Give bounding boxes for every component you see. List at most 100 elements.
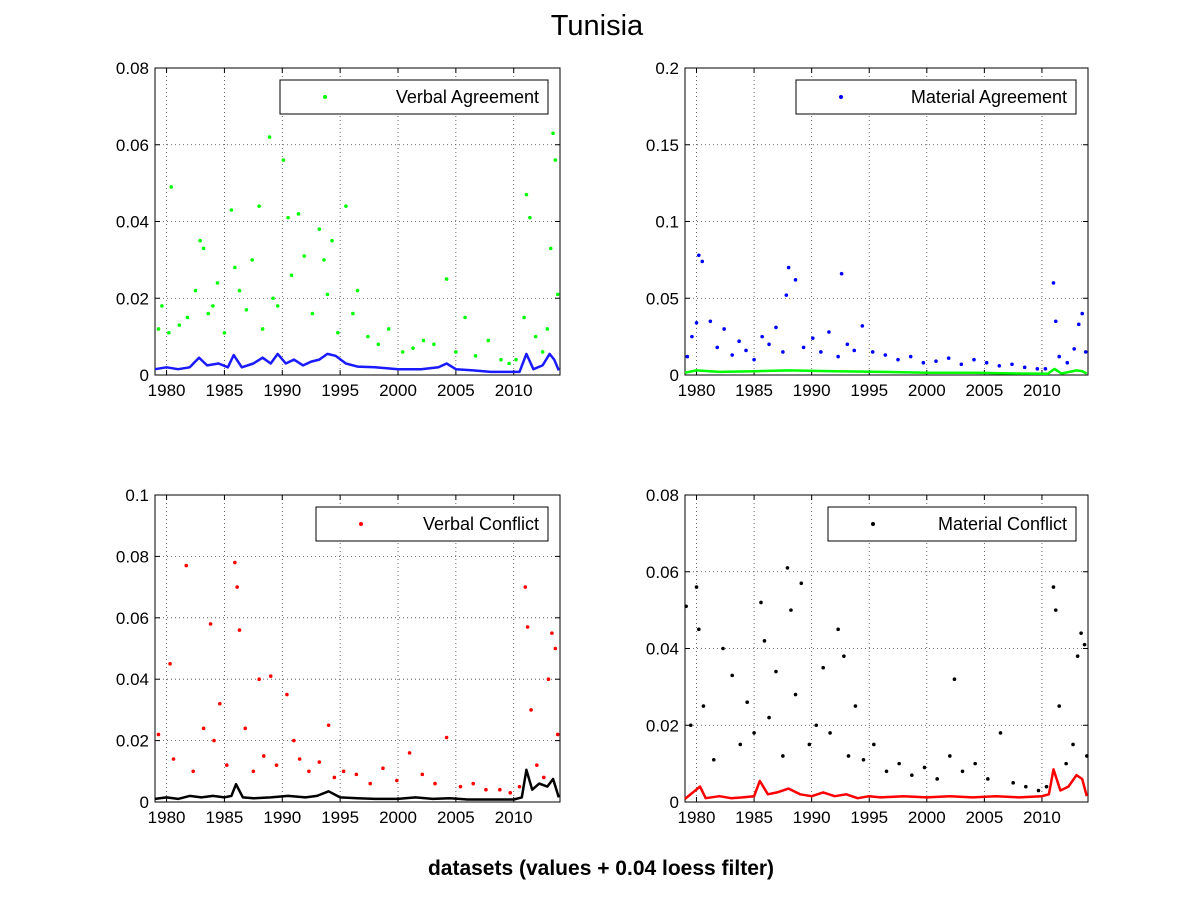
data-point [1083, 350, 1088, 354]
subplot-3: 1980 1985 1990 1995 2000 2005 2010 0 0.02 0.04 0.0… [116, 486, 561, 827]
data-point [819, 350, 823, 354]
data-point [774, 669, 778, 674]
x-tick-label: 1980 [678, 381, 716, 400]
data-point [341, 769, 346, 774]
x-tick-label: 1995 [321, 381, 359, 400]
data-point [774, 325, 778, 330]
plot-area [154, 131, 560, 374]
data-point [1071, 742, 1075, 747]
y-tick-label: 0 [140, 793, 149, 812]
x-tick-label: 2000 [379, 381, 417, 400]
data-point [972, 357, 976, 362]
legend-marker [359, 522, 363, 526]
data-point [268, 674, 273, 678]
data-point [499, 357, 503, 362]
legend-marker [839, 95, 843, 99]
x-tick-label: 1990 [793, 381, 831, 400]
data-point [738, 742, 743, 747]
data-point [156, 732, 161, 737]
data-point [184, 563, 189, 568]
data-point [1053, 608, 1058, 612]
data-point [1076, 322, 1081, 327]
subplot-2: 1980 1985 1990 1995 2000 2005 2010 0 0.05 0.1 0.15… [646, 59, 1089, 400]
data-point [1079, 631, 1083, 635]
data-point [169, 185, 173, 189]
y-tick-label: 0.06 [116, 609, 149, 628]
data-point [730, 673, 735, 678]
legend: Verbal Agreement [279, 79, 549, 115]
data-point [711, 757, 716, 762]
x-tick-label: 1985 [735, 381, 773, 400]
data-point [697, 627, 701, 632]
data-point [201, 726, 206, 731]
legend: Verbal Conflict [315, 506, 549, 542]
data-point [546, 677, 551, 681]
data-point [984, 360, 989, 365]
x-tick-label: 1995 [850, 808, 888, 827]
data-point [167, 330, 171, 335]
data-point [1075, 654, 1080, 658]
data-point [420, 772, 425, 777]
y-tick-label: 0.08 [116, 547, 149, 566]
data-point [550, 631, 554, 635]
y-tick-label: 0.02 [646, 716, 679, 735]
x-tick-label: 2005 [965, 381, 1003, 400]
data-point [411, 346, 415, 350]
data-point [156, 327, 161, 331]
data-point [845, 342, 850, 347]
data-point [528, 215, 532, 220]
data-point [786, 265, 791, 270]
subplot-grid: 1980 1985 1990 1995 2000 2005 2010 0 0.02 0.04 0.0… [116, 59, 1089, 827]
y-tick-label: 0.2 [655, 59, 679, 78]
data-point [688, 723, 693, 728]
data-point [872, 742, 876, 747]
data-point [842, 654, 846, 658]
data-point [1051, 281, 1056, 285]
x-tick-label: 1990 [263, 808, 301, 827]
data-point [514, 357, 518, 362]
y-tick-label: 0.04 [116, 670, 149, 689]
data-point [271, 296, 275, 301]
data-point [168, 662, 172, 666]
data-point [206, 311, 211, 316]
figure-title: Tunisia [551, 10, 644, 42]
data-point [498, 787, 502, 792]
data-point [701, 704, 706, 708]
data-point [1065, 360, 1070, 365]
x-tick-label: 1985 [735, 808, 773, 827]
data-point [684, 604, 688, 609]
data-point [211, 304, 215, 308]
data-point [368, 781, 373, 786]
data-point [767, 715, 771, 720]
legend: Material Agreement [795, 79, 1077, 115]
data-point [784, 293, 789, 297]
data-point [171, 757, 176, 761]
y-tick-label: 0.15 [646, 136, 679, 155]
data-point [814, 723, 819, 728]
data-point [233, 265, 237, 270]
data-point [471, 781, 476, 786]
data-point [852, 348, 857, 353]
data-point [198, 238, 202, 243]
x-tick-label: 2010 [495, 808, 533, 827]
data-point [828, 731, 832, 735]
data-point [1085, 754, 1089, 758]
data-point [317, 227, 322, 231]
data-point [257, 677, 261, 681]
data-point [1053, 319, 1058, 324]
data-point [243, 726, 248, 731]
x-tick-label: 2000 [379, 808, 417, 827]
data-point [317, 760, 322, 764]
data-point [1057, 354, 1062, 359]
data-point [694, 585, 699, 589]
data-point [222, 330, 227, 335]
data-point [444, 277, 449, 281]
data-point [310, 311, 315, 316]
data-point [535, 763, 539, 767]
data-point [344, 204, 348, 208]
data-point [261, 754, 266, 758]
data-point [201, 246, 206, 251]
data-point [267, 135, 272, 139]
data-point [486, 338, 491, 343]
